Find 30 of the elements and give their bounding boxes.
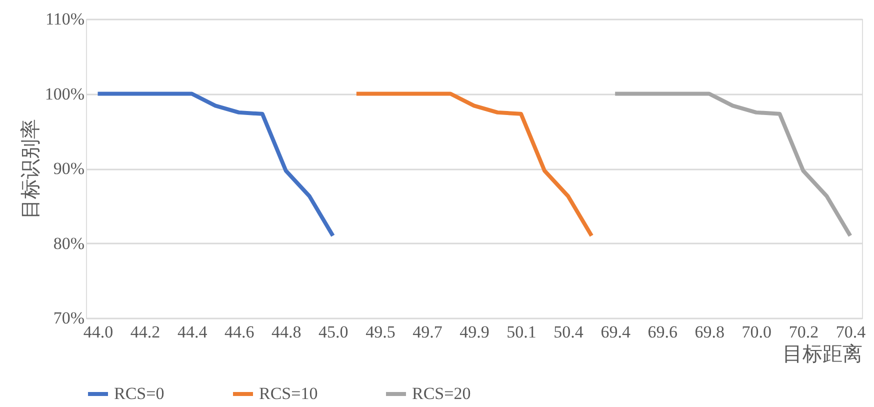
- line-series: [354, 92, 594, 238]
- x-axis-title: 目标距离: [782, 344, 862, 366]
- x-tick-label: 70.0: [742, 322, 772, 342]
- y-tick-label: 100%: [44, 84, 84, 104]
- y-tick-label: 70%: [53, 308, 84, 328]
- x-tick-label: 44.0: [83, 322, 114, 342]
- y-tick-label: 80%: [53, 234, 84, 253]
- legend-label: RCS=0: [114, 384, 164, 403]
- x-tick-label: 69.8: [694, 322, 725, 342]
- x-tick-label: 69.4: [600, 322, 631, 342]
- x-tick-label: 49.9: [460, 322, 490, 342]
- x-tick-label: 49.7: [412, 322, 443, 342]
- x-tick-label: 70.4: [836, 322, 866, 342]
- x-tick-label: 44.4: [177, 322, 208, 342]
- x-tick-label: 69.6: [648, 322, 678, 342]
- x-tick-label: 44.8: [272, 322, 302, 342]
- y-tick-label: 90%: [53, 159, 84, 178]
- x-tick-label: 70.2: [788, 322, 819, 342]
- x-tick-label: 45.0: [318, 322, 348, 342]
- x-tick-label: 49.5: [366, 322, 396, 342]
- x-tick-label: 50.1: [506, 322, 536, 342]
- line-series: [613, 92, 852, 238]
- x-tick-label: 50.4: [554, 322, 584, 342]
- x-tick-label: 44.2: [130, 322, 160, 342]
- y-axis-title: 目标识别率: [20, 119, 42, 219]
- x-tick-label: 44.6: [224, 322, 254, 342]
- legend-label: RCS=20: [412, 384, 471, 403]
- y-tick-label: 110%: [45, 10, 84, 28]
- legend-label: RCS=10: [259, 384, 318, 403]
- line-series: [96, 92, 335, 238]
